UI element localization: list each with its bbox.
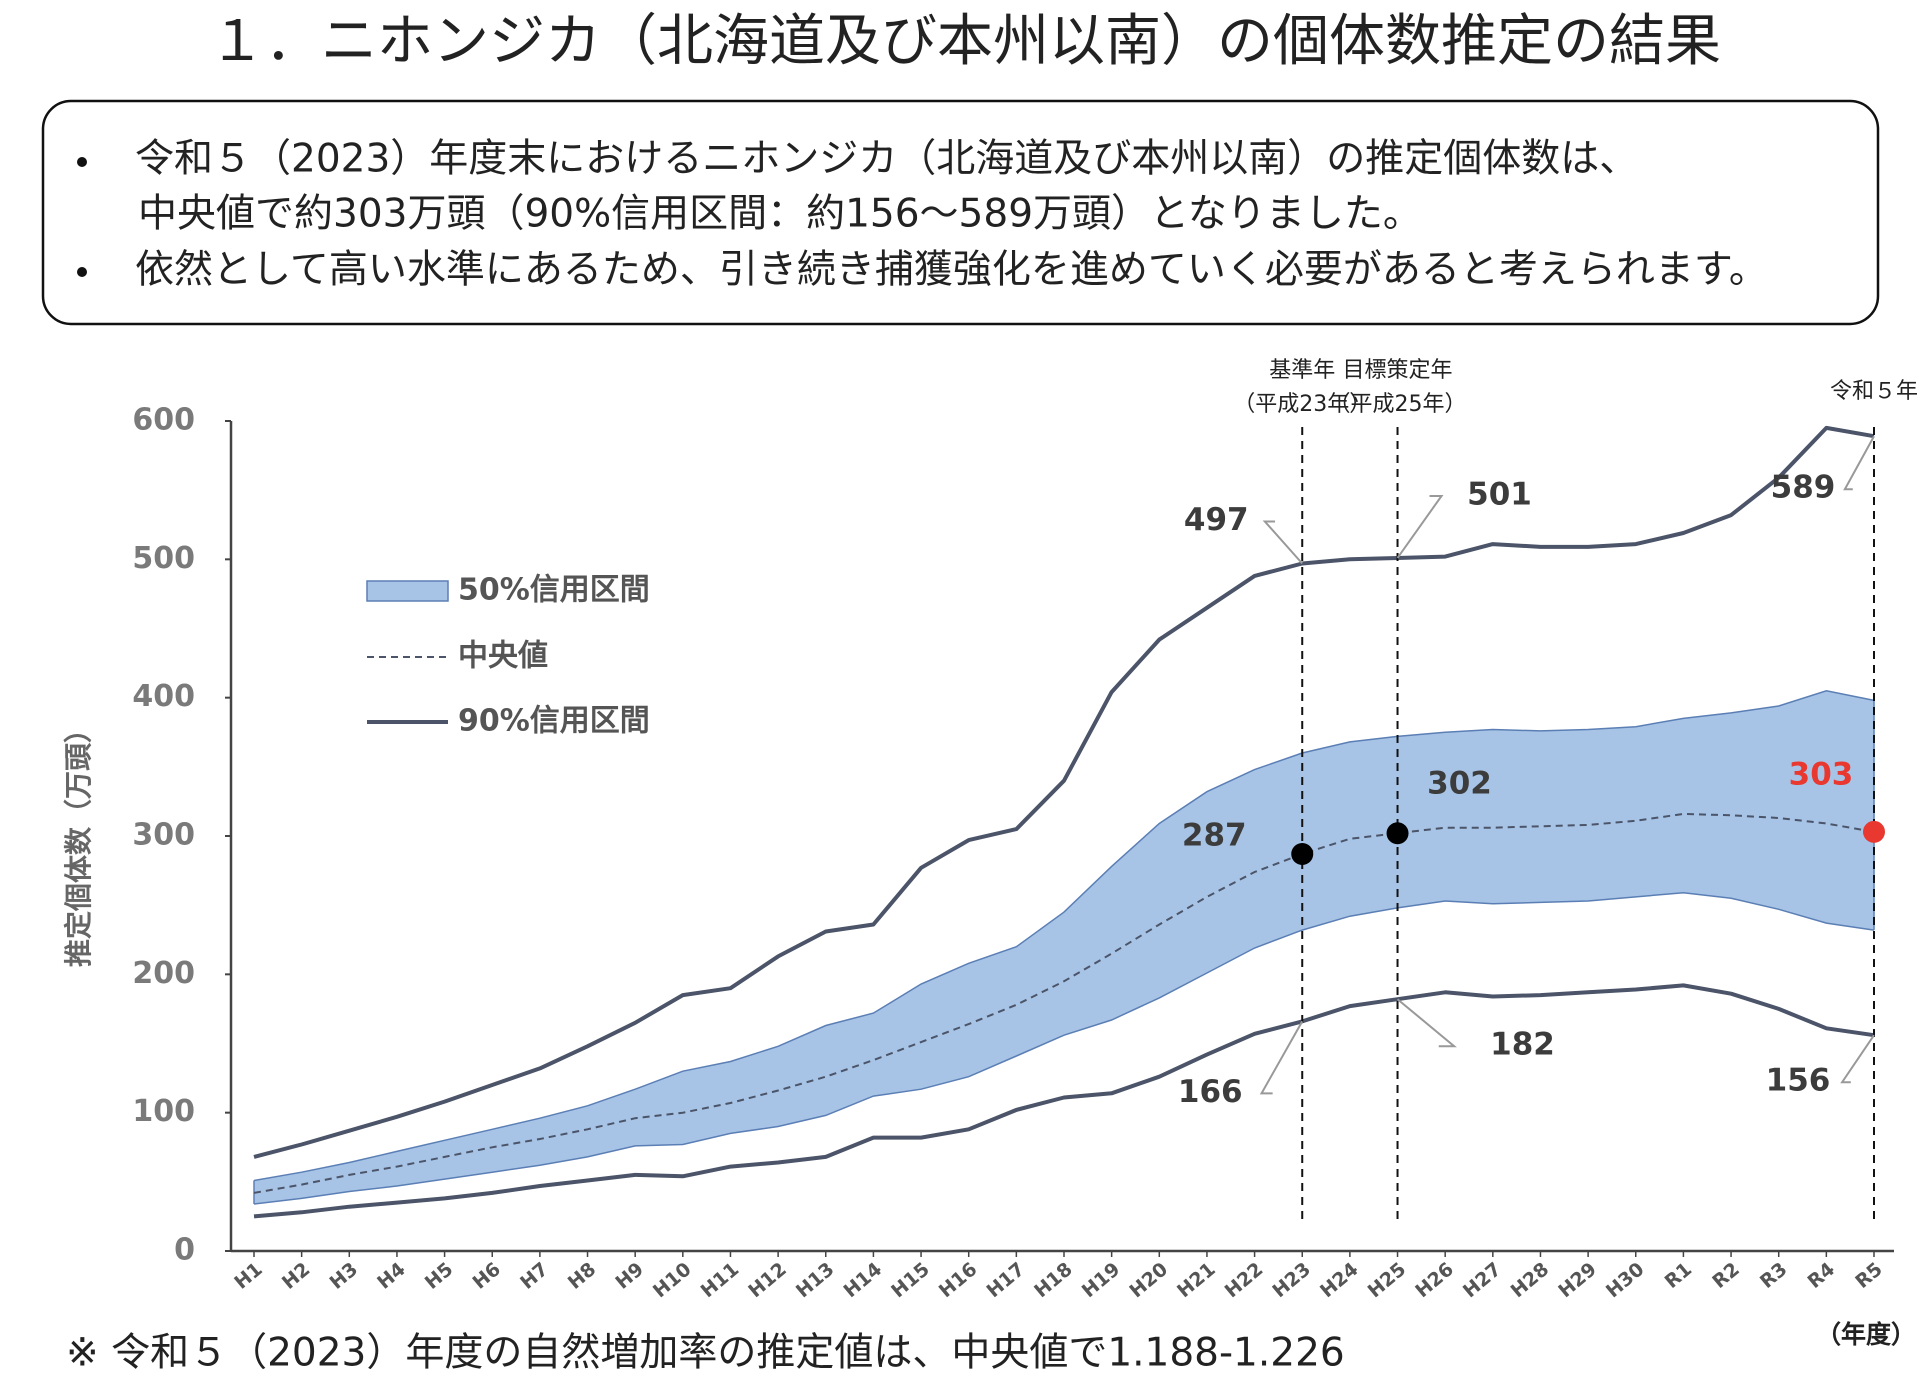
x-tick-label: R5 (1851, 1258, 1886, 1293)
point-marker (1863, 820, 1885, 843)
x-tick-label: H2 (278, 1258, 314, 1294)
x-tick-label: H26 (1411, 1258, 1458, 1302)
x-tick-label: H22 (1221, 1258, 1268, 1302)
leader-line (1259, 1020, 1304, 1095)
point-marker (1291, 842, 1314, 865)
interval-line (253, 425, 1875, 1159)
x-tick-label: H4 (373, 1258, 409, 1294)
x-tick-label: H19 (1078, 1258, 1125, 1302)
y-tick-label: 200 (132, 956, 195, 991)
page-title: １．ニホンジカ（北海道及び本州以南）の個体数推定の結果 (209, 9, 1721, 74)
band-edge (253, 891, 1875, 1205)
x-tick-label: H14 (840, 1258, 887, 1302)
reference-label: 基準年 (1269, 358, 1335, 383)
y-tick-label: 400 (132, 679, 195, 714)
x-tick-label: R1 (1661, 1258, 1696, 1293)
interval-line (253, 983, 1875, 1219)
annotation-label: 287 (1182, 817, 1247, 853)
y-tick-label: 0 (174, 1233, 195, 1268)
x-tick-label: H10 (649, 1258, 696, 1302)
legend-label: 50%信用区間 (458, 573, 650, 608)
annotation-label: 501 (1467, 476, 1532, 512)
reference-label: （平成23年） (1233, 392, 1371, 417)
x-tick-label: H1 (230, 1258, 266, 1294)
bullet-dot (77, 267, 87, 277)
y-tick-label: 100 (132, 1094, 195, 1129)
x-tick-label: R4 (1804, 1258, 1839, 1293)
leader-line (1843, 435, 1875, 491)
x-tick-label: H30 (1602, 1258, 1649, 1302)
x-tick-label: H17 (983, 1258, 1030, 1302)
x-tick-label: R2 (1708, 1258, 1743, 1293)
x-tick-label: H3 (326, 1258, 362, 1294)
legend-swatch (366, 580, 449, 602)
reference-label: 令和５年 (1830, 379, 1918, 404)
x-tick-label: H18 (1030, 1258, 1077, 1302)
annotation-label: 589 (1771, 470, 1836, 506)
reference-label: （平成25年） (1329, 392, 1467, 417)
leader-line (1262, 520, 1303, 565)
x-tick-label: R3 (1756, 1258, 1791, 1293)
x-tick-label: H7 (516, 1258, 552, 1294)
y-axis-label: 推定個体数（万頭） (62, 715, 95, 967)
x-tick-label: H8 (564, 1258, 600, 1294)
x-tick-label: H20 (1125, 1258, 1172, 1302)
x-tick-label: H6 (469, 1258, 505, 1294)
x-tick-label: H12 (744, 1258, 791, 1302)
x-tick-label: H24 (1316, 1258, 1363, 1302)
summary-text: 依然として高い水準にあるため、引き続き捕獲強化を進めていく必要があると考えられま… (135, 248, 1768, 293)
footnote: ※ 令和５（2023）年度の自然増加率の推定値は、中央値で1.188-1.226 (66, 1331, 1345, 1376)
y-tick-label: 300 (132, 818, 195, 853)
annotation-label: 302 (1427, 766, 1492, 802)
summary-box (41, 99, 1880, 326)
y-tick-label: 600 (132, 403, 195, 438)
band-edge (253, 690, 1875, 1182)
x-axis-label: （年度） (1816, 1320, 1916, 1349)
x-tick-label: H5 (421, 1258, 457, 1294)
leader-line (1396, 494, 1444, 559)
annotation-label: 166 (1178, 1074, 1243, 1110)
point-marker (1386, 822, 1409, 845)
x-tick-label: H25 (1364, 1258, 1411, 1302)
x-tick-label: H11 (697, 1258, 744, 1302)
legend-label: 中央値 (458, 639, 548, 674)
x-tick-label: H27 (1459, 1258, 1506, 1302)
annotation-label: 303 (1789, 756, 1854, 792)
summary-text: 令和５（2023）年度末におけるニホンジカ（北海道及び本州以南）の推定個体数は、 (135, 137, 1638, 182)
x-tick-label: H29 (1554, 1258, 1601, 1302)
annotation-label: 156 (1766, 1063, 1831, 1099)
reference-label: 目標策定年 (1343, 358, 1453, 383)
x-tick-label: H21 (1173, 1258, 1220, 1302)
x-tick-label: H15 (887, 1258, 934, 1302)
x-tick-label: H28 (1507, 1258, 1554, 1302)
median-line (253, 812, 1875, 1194)
leader-line (1840, 1034, 1875, 1084)
band-area (254, 690, 1874, 1204)
y-tick-label: 500 (132, 541, 195, 576)
x-tick-label: H9 (611, 1258, 647, 1294)
summary-text: 中央値で約303万頭（90%信用区間：約156～589万頭）となりました。 (138, 192, 1422, 237)
bullet-dot (77, 157, 87, 167)
annotation-label: 182 (1490, 1027, 1555, 1063)
leader-line (1396, 998, 1457, 1048)
legend-label: 90%信用区間 (458, 704, 650, 739)
x-tick-label: H16 (935, 1258, 982, 1302)
x-tick-label: H23 (1268, 1258, 1315, 1302)
x-tick-label: H13 (792, 1258, 839, 1302)
annotation-label: 497 (1184, 502, 1249, 538)
